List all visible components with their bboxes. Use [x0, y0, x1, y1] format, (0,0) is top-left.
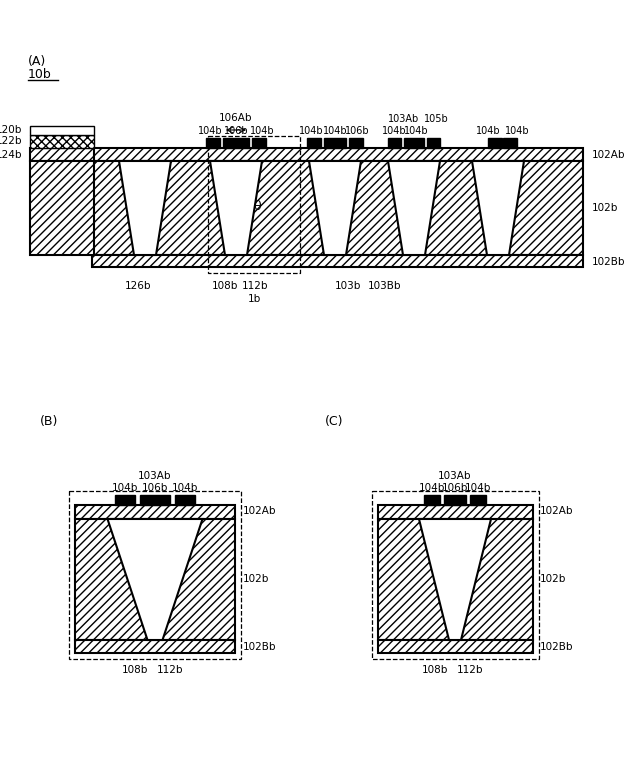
- Text: 106b: 106b: [345, 126, 369, 136]
- Text: 104b: 104b: [505, 126, 529, 136]
- Bar: [92, 255, 583, 267]
- Text: 108b: 108b: [422, 665, 448, 675]
- Bar: [115, 495, 135, 505]
- Text: 102Bb: 102Bb: [540, 642, 573, 652]
- Text: 104b: 104b: [250, 126, 275, 136]
- Text: 106Ab: 106Ab: [220, 113, 253, 123]
- Text: 124b: 124b: [0, 150, 22, 160]
- Bar: [470, 495, 486, 505]
- Bar: [378, 640, 533, 653]
- Bar: [223, 138, 249, 148]
- Text: 102Ab: 102Ab: [592, 150, 625, 160]
- Text: 104b: 104b: [476, 126, 500, 136]
- Text: 104b: 104b: [404, 126, 428, 136]
- Polygon shape: [108, 519, 202, 640]
- Text: 104b: 104b: [465, 483, 491, 493]
- Text: 102Ab: 102Ab: [540, 506, 573, 516]
- Polygon shape: [419, 519, 491, 640]
- Bar: [75, 640, 235, 653]
- Bar: [378, 519, 533, 640]
- Text: 120b: 120b: [0, 125, 22, 135]
- Bar: [69, 491, 241, 659]
- Text: 104b: 104b: [198, 126, 222, 136]
- Bar: [206, 138, 220, 148]
- Text: 103Ab: 103Ab: [138, 471, 172, 481]
- Bar: [30, 148, 94, 161]
- Text: 102b: 102b: [243, 574, 269, 584]
- Polygon shape: [388, 161, 440, 255]
- Bar: [175, 495, 195, 505]
- Text: 105b: 105b: [424, 114, 449, 124]
- Text: 1b: 1b: [248, 294, 260, 304]
- Bar: [488, 138, 502, 148]
- Text: 112b: 112b: [157, 665, 183, 675]
- Text: 102b: 102b: [592, 203, 618, 213]
- Text: θ: θ: [253, 200, 260, 214]
- Text: 108b: 108b: [212, 281, 238, 291]
- Bar: [427, 138, 440, 148]
- Bar: [349, 138, 363, 148]
- Text: 102Bb: 102Bb: [243, 642, 276, 652]
- Text: 106b: 106b: [142, 483, 168, 493]
- Text: 106b: 106b: [442, 483, 468, 493]
- Polygon shape: [119, 161, 171, 255]
- Bar: [444, 495, 466, 505]
- Bar: [92, 161, 583, 255]
- Bar: [372, 491, 539, 659]
- Bar: [30, 126, 94, 135]
- Text: (B): (B): [40, 415, 58, 428]
- Bar: [503, 138, 517, 148]
- Text: 103b: 103b: [335, 281, 361, 291]
- Text: 103Ab: 103Ab: [388, 114, 420, 124]
- Text: 104b: 104b: [299, 126, 323, 136]
- Polygon shape: [472, 161, 524, 255]
- Text: 10b: 10b: [28, 68, 52, 81]
- Text: 112b: 112b: [242, 281, 268, 291]
- Bar: [30, 161, 94, 255]
- Bar: [75, 519, 235, 640]
- Text: 112b: 112b: [457, 665, 483, 675]
- Text: 103Bb: 103Bb: [368, 281, 402, 291]
- Bar: [208, 136, 300, 273]
- Bar: [324, 138, 346, 148]
- Text: 104b: 104b: [419, 483, 445, 493]
- Text: 104b: 104b: [172, 483, 198, 493]
- Bar: [404, 138, 424, 148]
- Text: 104b: 104b: [323, 126, 348, 136]
- Text: (A): (A): [28, 55, 46, 68]
- Polygon shape: [210, 161, 262, 255]
- Text: 103Ab: 103Ab: [438, 471, 472, 481]
- Bar: [92, 148, 583, 161]
- Text: 108b: 108b: [122, 665, 148, 675]
- Text: 104b: 104b: [381, 126, 406, 136]
- Bar: [75, 505, 235, 519]
- Bar: [140, 495, 170, 505]
- Bar: [388, 138, 401, 148]
- Text: 126b: 126b: [125, 281, 151, 291]
- Text: 122b: 122b: [0, 136, 22, 146]
- Text: 102b: 102b: [540, 574, 566, 584]
- Text: (C): (C): [325, 415, 344, 428]
- Bar: [252, 138, 266, 148]
- Text: 106b: 106b: [224, 126, 248, 136]
- Bar: [30, 135, 94, 148]
- Polygon shape: [309, 161, 361, 255]
- Bar: [378, 505, 533, 519]
- Bar: [307, 138, 321, 148]
- Bar: [424, 495, 440, 505]
- Text: 102Bb: 102Bb: [592, 257, 625, 267]
- Text: 104b: 104b: [112, 483, 138, 493]
- Text: 102Ab: 102Ab: [243, 506, 276, 516]
